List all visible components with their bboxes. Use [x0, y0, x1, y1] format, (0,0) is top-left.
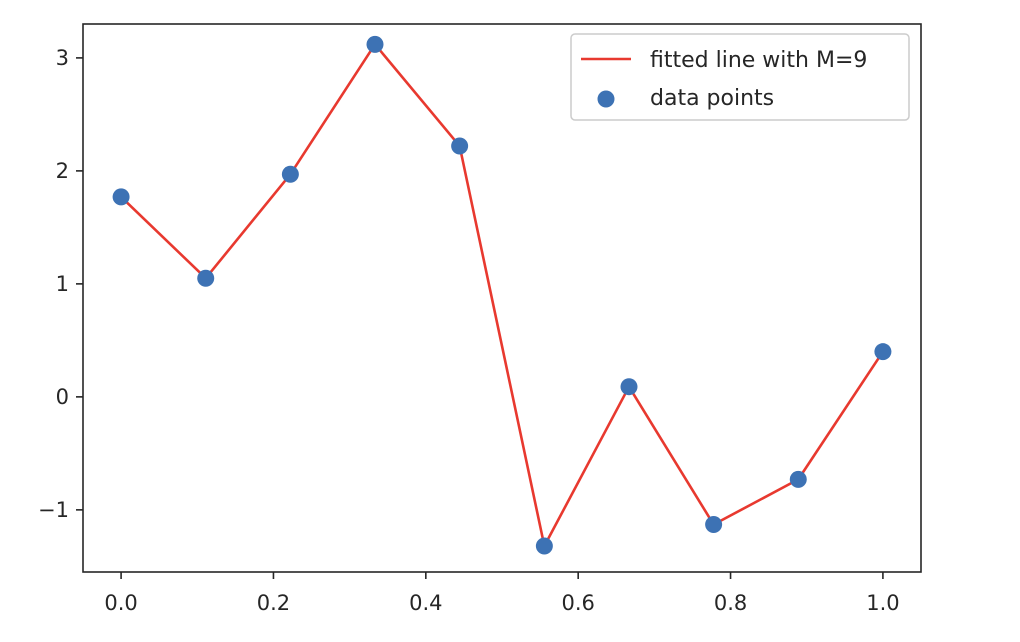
fitted-line: [119, 43, 885, 548]
data-point: [366, 35, 384, 53]
x-tick-label: 0.4: [409, 591, 442, 615]
data-point: [197, 269, 215, 287]
y-tick-label: 0: [56, 385, 69, 409]
x-axis-ticks: 0.0 0.2 0.4 0.6 0.8 1.0: [104, 572, 900, 615]
x-tick-label: 0.0: [104, 591, 137, 615]
data-point: [281, 165, 299, 183]
data-point: [789, 470, 807, 488]
data-point: [112, 188, 130, 206]
data-point: [874, 343, 892, 361]
legend-box: [570, 33, 910, 121]
legend-label-fitted-line: fitted line with M=9: [650, 48, 867, 73]
x-tick-label: 1.0: [866, 591, 899, 615]
data-point: [451, 137, 469, 155]
plot-frame: [82, 23, 922, 573]
y-tick-label: 3: [56, 46, 69, 70]
x-tick-label: 0.2: [257, 591, 290, 615]
data-point: [535, 537, 553, 555]
legend-marker-swatch: [597, 90, 615, 108]
x-tick-label: 0.6: [561, 591, 594, 615]
data-point: [620, 378, 638, 396]
y-axis-ticks: −1 0 1 2 3: [38, 46, 83, 522]
x-tick-label: 0.8: [714, 591, 747, 615]
legend: fitted line with M=9 data points: [570, 33, 910, 121]
y-tick-label: 1: [56, 272, 69, 296]
y-tick-label: −1: [38, 498, 69, 522]
legend-label-data-points: data points: [650, 86, 774, 111]
y-tick-label: 2: [56, 159, 69, 183]
data-point: [705, 516, 723, 534]
data-points: [112, 35, 892, 555]
